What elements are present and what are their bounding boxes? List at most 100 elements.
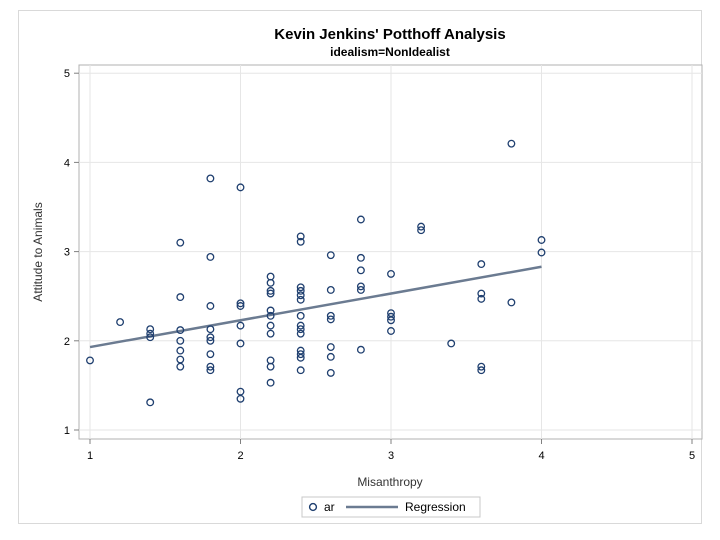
- scatter-point: [206, 350, 215, 359]
- scatter-point: [86, 356, 94, 365]
- scatter-point: [236, 299, 245, 308]
- scatter-point: [477, 260, 486, 269]
- scatter-point: [326, 251, 335, 260]
- y-tick-label: 4: [64, 157, 70, 169]
- scatter-point: [266, 321, 275, 330]
- scatter-point: [266, 362, 275, 371]
- y-tick-label: 1: [64, 425, 70, 437]
- scatter-point: [206, 302, 215, 310]
- scatter-point: [296, 366, 305, 375]
- scatter-point: [206, 174, 215, 183]
- scatter-point: [176, 326, 185, 335]
- scatter-point: [356, 253, 365, 262]
- ticks: 1 2 3 4 5 1 2 3 4 5: [64, 68, 695, 462]
- chart-subtitle: idealism=NonIdealist: [330, 45, 450, 59]
- scatter-point: [206, 366, 215, 375]
- scatter-point: [266, 278, 275, 287]
- scatter-point: [236, 339, 245, 348]
- scatter-point: [206, 336, 215, 345]
- scatter-point: [477, 289, 486, 298]
- scatter-point: [176, 346, 185, 355]
- scatter-point: [296, 325, 305, 334]
- scatter-point: [206, 333, 215, 342]
- legend: ar Regression: [301, 496, 481, 518]
- scatter-point: [236, 394, 245, 403]
- scatter-point: [266, 286, 275, 295]
- scatter-point: [146, 329, 155, 338]
- scatter-point: [477, 294, 486, 303]
- y-tick-label: 5: [64, 68, 70, 80]
- x-tick-label: 2: [237, 450, 243, 462]
- regression-layer: [89, 265, 542, 349]
- scatter-point: [296, 353, 305, 362]
- scatter-point: [296, 286, 305, 295]
- scatter-point: [296, 232, 305, 241]
- scatter-point: [236, 321, 245, 330]
- scatter-point: [296, 237, 305, 246]
- scatter-point: [176, 362, 185, 371]
- scatter-point: [356, 345, 365, 354]
- x-tick-label: 5: [689, 450, 695, 462]
- legend-ar-marker: [308, 502, 318, 512]
- x-tick-label: 4: [538, 450, 544, 462]
- x-tick-label: 1: [87, 450, 93, 462]
- scatter-point: [266, 311, 275, 320]
- scatter-point: [296, 291, 305, 300]
- scatter-point: [116, 318, 125, 327]
- scatter-point: [387, 316, 395, 325]
- scatter-point: [326, 286, 335, 294]
- scatter-point: [176, 293, 185, 302]
- scatter-point: [387, 269, 395, 278]
- scatter-point: [356, 215, 365, 224]
- scatter-point: [326, 352, 335, 361]
- scatter-point: [387, 327, 395, 335]
- legend-regression-label: Regression: [405, 500, 466, 514]
- scatter-point: [296, 295, 305, 304]
- scatter-point: [326, 343, 335, 351]
- scatter-point: [266, 329, 275, 338]
- scatter-point: [507, 139, 516, 148]
- scatter-point: [146, 333, 155, 342]
- scatter-point: [477, 366, 486, 375]
- y-axis-label: Attitude to Animals: [31, 202, 45, 301]
- scatter-point: [326, 315, 335, 324]
- x-tick-label: 3: [388, 450, 394, 462]
- scatter-point: [176, 336, 185, 345]
- scatter-point: [266, 306, 275, 315]
- scatter-point: [537, 248, 546, 257]
- regression-line: [89, 265, 542, 349]
- scatter-point: [326, 311, 335, 320]
- x-axis-label: Misanthropy: [357, 475, 422, 489]
- scatter-point: [146, 398, 155, 407]
- scatter-point: [447, 339, 456, 348]
- scatter-point: [206, 362, 215, 371]
- chart-title: Kevin Jenkins' Potthoff Analysis: [274, 26, 505, 43]
- scatter-point: [296, 321, 305, 330]
- scatter-point: [326, 368, 335, 377]
- scatter-point: [146, 325, 155, 334]
- scatter-point: [356, 282, 365, 291]
- grid: [79, 65, 702, 439]
- scatter-point: [356, 286, 365, 294]
- y-tick-label: 3: [64, 247, 70, 259]
- scatter-point: [296, 283, 305, 292]
- scatter-point: [356, 266, 365, 275]
- scatter-point: [266, 289, 275, 298]
- scatter-point: [417, 226, 426, 235]
- scatter-points: [86, 139, 546, 407]
- scatter-point: [387, 312, 395, 321]
- y-tick-label: 2: [64, 336, 70, 348]
- scatter-point: [507, 298, 516, 307]
- scatter-point: [236, 302, 245, 310]
- scatter-point: [206, 325, 215, 334]
- scatter-point: [477, 362, 486, 371]
- scatter-point: [296, 350, 305, 359]
- legend-ar-label: ar: [324, 500, 335, 514]
- scatter-point: [537, 236, 546, 244]
- scatter-point: [206, 253, 215, 261]
- scatter-point: [236, 183, 245, 192]
- scatter-point: [176, 238, 185, 247]
- scatter-point: [296, 311, 305, 320]
- scatter-point: [266, 378, 275, 387]
